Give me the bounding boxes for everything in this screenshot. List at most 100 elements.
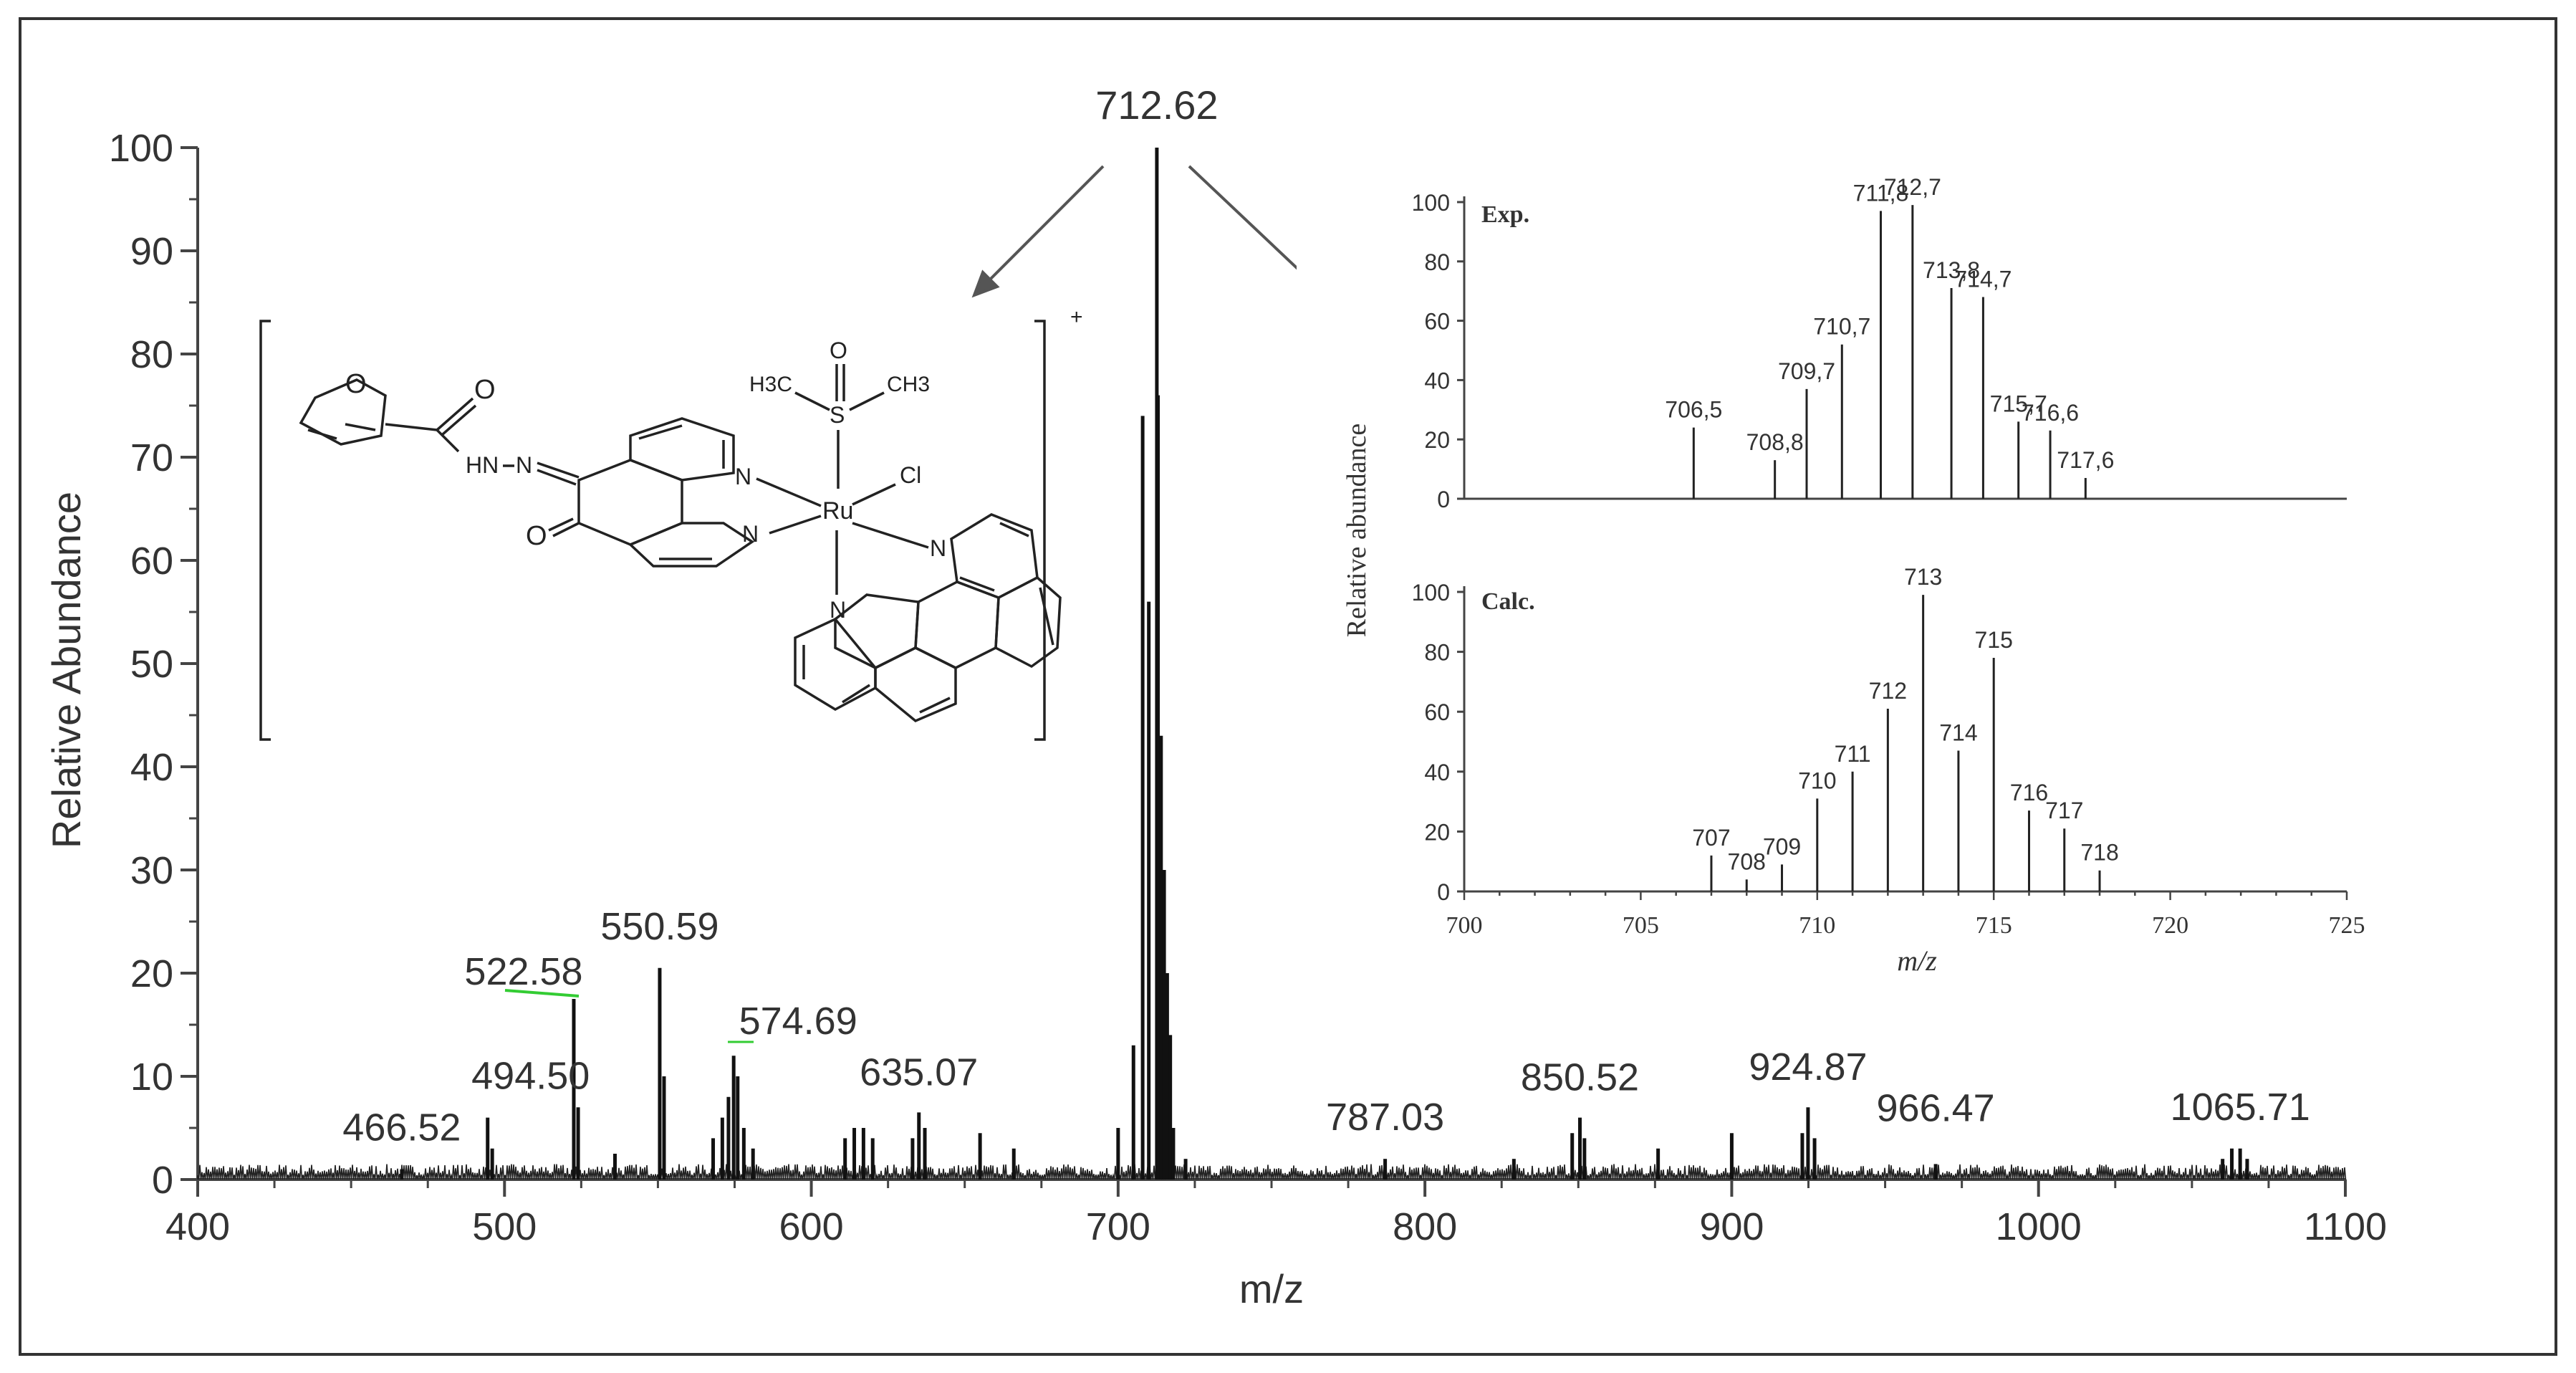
main-peak-label: 712.62 bbox=[1095, 82, 1218, 128]
atom-o-sulfoxide: O bbox=[830, 338, 847, 363]
main-x-tick-label: 600 bbox=[779, 1205, 844, 1248]
inset-peak-label: 710,7 bbox=[1813, 314, 1870, 340]
main-x-tick-label: 500 bbox=[472, 1205, 537, 1248]
main-x-tick-label: 700 bbox=[1086, 1205, 1150, 1248]
inset-y-tick-label: 80 bbox=[1424, 249, 1450, 275]
atom-ru: Ru bbox=[822, 497, 853, 525]
inset-peak-label: 712,7 bbox=[1884, 174, 1941, 200]
group-ch3: CH3 bbox=[887, 373, 930, 396]
main-peak-label: 787.03 bbox=[1326, 1096, 1444, 1139]
atom-o-carbonyl: O bbox=[474, 375, 496, 405]
main-y-tick-label: 30 bbox=[130, 849, 173, 892]
inset-x-tick-label: 725 bbox=[2329, 912, 2365, 939]
inset-peak-label: 713 bbox=[1904, 564, 1942, 590]
inset-calc-title: Calc. bbox=[1481, 588, 1535, 615]
main-y-tick-label: 20 bbox=[130, 952, 173, 995]
main-x-axis-label: m/z bbox=[1239, 1266, 1304, 1311]
inset-peak-label: 713,8 bbox=[1923, 257, 1980, 283]
inset-peak-label: 706,5 bbox=[1665, 397, 1722, 423]
inset-peak-label: 714 bbox=[1939, 720, 1977, 746]
main-y-tick-label: 70 bbox=[130, 436, 173, 479]
inset-exp-panel: 0 20 40 60 80 100 706,5 708,8 709,7 710,7 711,8712… bbox=[1412, 174, 2347, 512]
inset-peak-label: 718 bbox=[2080, 840, 2118, 866]
noise-baseline bbox=[197, 1164, 2347, 1180]
main-peak-label: 1065.71 bbox=[2171, 1086, 2310, 1129]
inset-peak-label: 714,7 bbox=[1954, 266, 2012, 292]
inset-y-tick-label: 0 bbox=[1437, 879, 1450, 905]
main-y-tick-label: 50 bbox=[130, 643, 173, 686]
atom-n-phen-2: N bbox=[830, 597, 846, 623]
inset-peak-label: 715,7 bbox=[1990, 391, 2047, 416]
inset-y-tick-label: 100 bbox=[1412, 190, 1450, 216]
inset-peak-label: 710 bbox=[1798, 767, 1836, 793]
main-y-tick-label: 40 bbox=[130, 746, 173, 789]
inset-x-tick-label: 700 bbox=[1446, 912, 1483, 939]
inset-x-axis-label: m/z bbox=[1897, 944, 1937, 977]
inset-peak-label: 708,8 bbox=[1746, 429, 1804, 455]
main-peak-label: 550.59 bbox=[600, 905, 719, 948]
main-x-tick-label: 1000 bbox=[1996, 1205, 2082, 1248]
inset-exp-title: Exp. bbox=[1481, 201, 1529, 228]
main-peak-label: 966.47 bbox=[1877, 1086, 1995, 1129]
main-y-axis-label: Relative Abundance bbox=[44, 492, 89, 848]
atom-n-hydrazone: N bbox=[516, 452, 532, 478]
highlight-522 bbox=[504, 989, 580, 998]
inset-peak-label: 709,7 bbox=[1778, 358, 1835, 384]
inset-x-tick-label: 715 bbox=[1976, 912, 2012, 939]
inset-x-tick-label: 720 bbox=[2152, 912, 2188, 939]
atom-s: S bbox=[830, 402, 845, 428]
main-x-tick-label: 1100 bbox=[2304, 1205, 2387, 1248]
main-peak-label: 924.87 bbox=[1749, 1046, 1867, 1089]
inset-y-tick-label: 100 bbox=[1412, 580, 1450, 606]
main-peak-label: 466.52 bbox=[342, 1106, 461, 1149]
inset-peak-label: 707 bbox=[1692, 825, 1730, 851]
inset-y-tick-label: 0 bbox=[1437, 487, 1450, 512]
inset-peak-label: 716 bbox=[2010, 780, 2048, 805]
main-y-tick-label: 100 bbox=[109, 127, 173, 170]
main-peak-label: 635.07 bbox=[860, 1051, 978, 1094]
main-y-tick-label: 60 bbox=[130, 540, 173, 583]
inset-peak-label: 715 bbox=[1975, 627, 2013, 653]
main-peak-label: 850.52 bbox=[1521, 1056, 1639, 1099]
inset-peak-label: 712 bbox=[1869, 678, 1907, 704]
inset-x-tick-label: 710 bbox=[1799, 912, 1835, 939]
atom-cl: Cl bbox=[900, 462, 921, 488]
main-peak-label: 494.50 bbox=[471, 1055, 590, 1098]
main-x-tick-label: 800 bbox=[1393, 1205, 1457, 1248]
isotope-inset: 020406080100706,5708,8709,7710,7711,8712… bbox=[1297, 165, 2371, 996]
atom-o-quinone: O bbox=[526, 521, 547, 551]
main-y-tick-label: 0 bbox=[152, 1159, 173, 1202]
main-y-tick-label: 80 bbox=[130, 333, 173, 376]
main-x-tick-label: 900 bbox=[1699, 1205, 1764, 1248]
inset-y-tick-label: 80 bbox=[1424, 640, 1450, 666]
inset-peak-label: 711,8 bbox=[1853, 180, 1909, 206]
main-peak-label: 522.58 bbox=[464, 950, 582, 993]
main-x-tick-label: 400 bbox=[165, 1205, 230, 1248]
atom-hn: HN bbox=[466, 452, 499, 478]
group-h3c: H3C bbox=[749, 373, 792, 396]
atom-o-furan: O bbox=[345, 369, 367, 399]
inset-y-tick-label: 20 bbox=[1424, 819, 1450, 845]
inset-y-tick-label: 40 bbox=[1424, 760, 1450, 785]
inset-peak-label: 717,6 bbox=[2057, 447, 2114, 473]
inset-y-axis-label: Relative abundance bbox=[1342, 424, 1372, 638]
inset-x-tick-label: 705 bbox=[1623, 912, 1659, 939]
inset-peak-label: 708 bbox=[1728, 848, 1766, 874]
inset-y-tick-label: 20 bbox=[1424, 427, 1450, 453]
atom-n-phen-1: N bbox=[930, 535, 946, 561]
atom-n-lower: N bbox=[742, 521, 759, 547]
inset-y-tick-label: 60 bbox=[1424, 699, 1450, 725]
inset-peak-label: 716,6 bbox=[2022, 400, 2079, 426]
main-peak-label: 574.69 bbox=[739, 1000, 857, 1043]
inset-y-tick-label: 60 bbox=[1424, 309, 1450, 335]
inset-peak-label: 709 bbox=[1763, 833, 1801, 859]
ru-complex-structure: + O O HN N O N N Ru Cl bbox=[259, 305, 1083, 741]
main-bars bbox=[197, 148, 2347, 1180]
inset-peak-label: 717 bbox=[2045, 798, 2083, 823]
main-y-tick-label: 10 bbox=[130, 1056, 173, 1099]
atom-n-upper: N bbox=[735, 464, 751, 489]
